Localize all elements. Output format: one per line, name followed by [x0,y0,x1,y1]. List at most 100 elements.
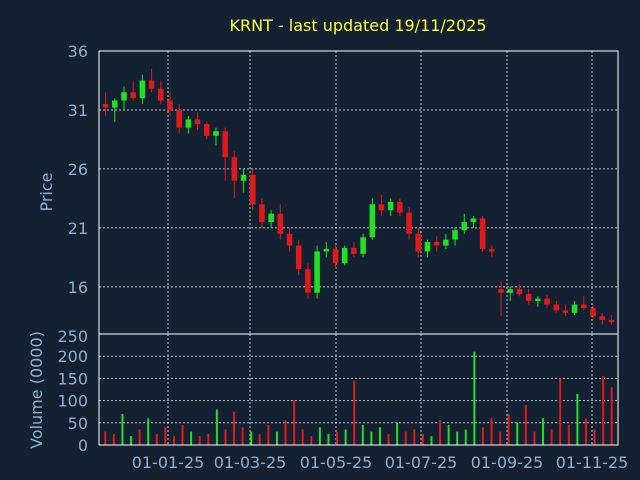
candle-body [213,131,219,136]
candle-body [461,221,468,231]
candle-body [185,119,192,128]
volume-bar [112,433,115,445]
volume-bar [456,431,459,445]
volume-bar [550,429,553,445]
candle-body [130,92,136,99]
candle-body [286,233,293,246]
volume-bar [104,431,107,445]
candle-body [406,212,412,234]
volume-bar [387,433,390,445]
volume-bar [155,433,158,445]
volume-bar [190,431,193,445]
candle-body [590,308,596,317]
candle-body [544,298,550,305]
price-axis-label: Price [37,172,56,211]
candle-body [305,269,311,293]
candle-body [102,104,109,108]
candle-body [323,249,330,252]
candle-body [489,249,495,252]
volume-bar [344,429,347,445]
candle-body [277,213,284,234]
volume-bar [507,413,510,445]
candle-body [452,230,458,240]
volume-bar [430,436,433,445]
candle-body [158,88,164,101]
date-tick-label: 01-05-25 [300,453,373,472]
volume-bar [584,418,587,445]
volume-bar [533,431,536,445]
date-tick-label: 01-09-25 [471,453,544,472]
volume-bar [542,418,545,445]
chart-title: KRNT - last updated 19/11/2025 [229,16,486,35]
volume-bar [490,418,493,445]
date-tick-label: 01-11-25 [556,453,629,472]
volume-bar [275,431,278,445]
candle-body [121,92,127,101]
volume-axis-label: Volume (0000) [27,331,46,449]
price-tick-label: 31 [68,101,88,120]
volume-bar [404,431,407,445]
volume-panel-frame [98,333,619,446]
candle-body [378,204,385,211]
volume-bar [130,436,133,445]
candle-body [360,237,366,254]
volume-bar [258,433,261,445]
volume-bar [172,436,175,445]
volume-tick-label: 250 [57,327,88,346]
volume-grid [99,334,618,445]
volume-tick-label: 0 [78,436,88,455]
price-grid [99,51,618,334]
candle-body [470,218,477,222]
candle-body [608,319,615,323]
volume-bar [473,351,476,445]
volume-bar [207,433,210,445]
volume-bar [610,387,613,445]
volume-bar [481,427,484,445]
volume-bar [181,425,184,445]
date-tick-label: 01-01-25 [132,453,205,472]
candle-body [507,289,513,293]
volume-bar [464,429,467,445]
volume-bar [250,431,253,445]
volume-bar [361,425,364,445]
volume-bar [318,427,321,445]
volume-tick-label: 100 [57,392,88,411]
candle-body [240,174,247,181]
volume-tick-label: 200 [57,347,88,366]
candle-body [525,293,532,301]
price-tick-label: 16 [68,278,88,297]
candle-body [112,100,118,108]
volume-bar [559,378,562,445]
volume-bar [284,420,287,445]
candle-body [599,316,605,320]
volume-bar [499,431,502,445]
candle-body [259,204,265,222]
volume-bar [198,436,201,445]
volume-bar [215,409,218,445]
candle-body [139,80,146,99]
volume-bar [396,422,399,445]
volume-bar [567,425,570,445]
price-tick-label: 21 [68,219,88,238]
volume-bar [138,429,141,445]
candle-body [516,289,523,294]
volume-bar [267,425,270,445]
volume-bars [104,351,613,445]
candle-body [553,304,559,311]
volume-bar [164,427,167,445]
volume-tick-label: 50 [68,414,88,433]
volume-bar [370,431,373,445]
candle-body [424,242,431,252]
candle-body [535,298,541,301]
volume-bar [439,420,442,445]
price-tick-label: 26 [68,160,88,179]
candle-body [249,174,256,205]
candle-body [498,289,504,293]
candle-body [351,247,357,254]
volume-bar [233,411,236,445]
volume-bar [301,429,304,445]
volume-bar [353,380,356,445]
